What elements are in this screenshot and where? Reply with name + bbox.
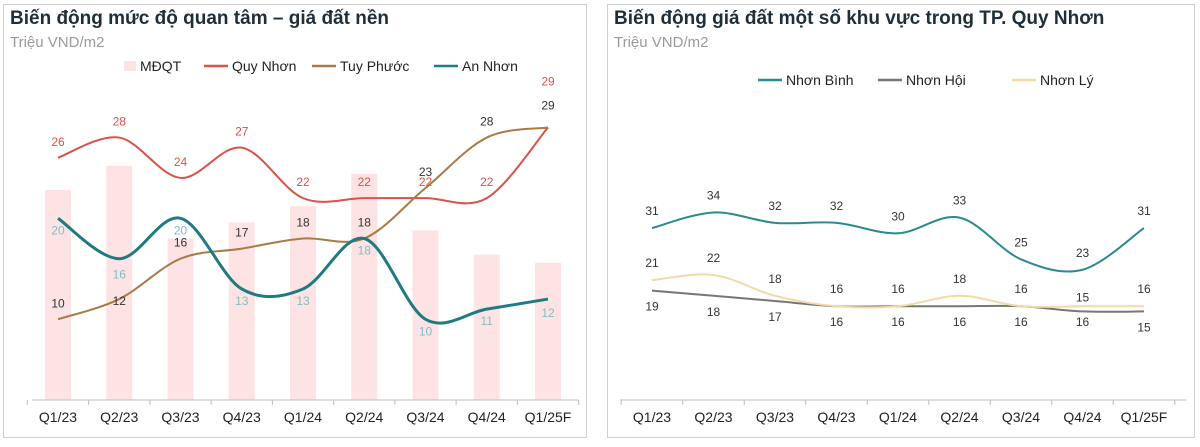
data-label: 24 <box>174 155 188 169</box>
chart-panel-interest-price: Biến động mức độ quan tâm – giá đất nền … <box>3 4 587 438</box>
data-label: 17 <box>768 310 782 324</box>
data-label: 12 <box>541 306 555 320</box>
data-label: 27 <box>235 125 249 139</box>
legend-label: MĐQT <box>140 58 182 74</box>
bar-mdqt-q2-23 <box>106 166 132 400</box>
chart-panel-area-prices: Biến động giá đất một số khu vực trong T… <box>607 4 1195 438</box>
data-label: 18 <box>707 305 721 319</box>
data-label: 28 <box>113 115 127 129</box>
data-label: 28 <box>480 115 494 129</box>
data-label: 16 <box>1137 282 1151 296</box>
bar-mdqt-q2-24 <box>351 174 377 400</box>
data-label: 19 <box>645 300 659 314</box>
x-tick-label: Q3/24 <box>1002 409 1040 425</box>
data-label: 21 <box>645 256 659 270</box>
data-label: 15 <box>1137 320 1151 334</box>
data-label: 22 <box>296 175 310 189</box>
bar-mdqt-q3-24 <box>413 230 439 400</box>
data-label: 31 <box>1137 204 1151 218</box>
data-label: 25 <box>1014 235 1028 249</box>
data-label: 18 <box>358 244 372 258</box>
interest-price-chart: Q1/23 Q2/23 Q3/23 Q4/23 Q1/24 Q2/24 Q3/24 Q4/24… <box>4 5 588 439</box>
data-label: 22 <box>707 251 721 265</box>
data-label: 18 <box>296 216 310 230</box>
data-label: 32 <box>768 199 782 213</box>
x-tick-label: Q1/24 <box>879 409 917 425</box>
legend-label: Quy Nhơn <box>232 58 296 74</box>
legend-label: Nhơn Hội <box>906 72 966 88</box>
x-tick-label: Q4/24 <box>468 409 506 425</box>
x-tick-label: Q1/25F <box>525 409 572 425</box>
data-label: 16 <box>891 282 905 296</box>
data-label: 11 <box>481 314 494 328</box>
x-tick-label: Q1/23 <box>39 409 77 425</box>
x-tick-label: Q2/24 <box>345 409 383 425</box>
data-label: 10 <box>51 296 65 310</box>
data-label: 16 <box>891 315 905 329</box>
data-label: 22 <box>358 175 372 189</box>
data-label: 23 <box>1076 246 1090 260</box>
data-label: 29 <box>541 98 555 112</box>
data-label: 18 <box>768 272 782 286</box>
data-label: 18 <box>953 272 967 286</box>
legend-swatch-mdqt <box>124 61 136 71</box>
data-label: 34 <box>707 188 721 202</box>
x-tick-label: Q3/23 <box>756 409 794 425</box>
data-label: 33 <box>953 194 967 208</box>
data-label: 23 <box>419 165 433 179</box>
data-label: 16 <box>113 268 127 282</box>
legend-label: Nhơn Lý <box>1040 72 1094 88</box>
data-label: 16 <box>1076 315 1090 329</box>
x-tick-label: Q3/24 <box>406 409 444 425</box>
data-label: 30 <box>891 209 905 223</box>
data-label: 16 <box>1014 315 1028 329</box>
data-label: 13 <box>235 294 249 308</box>
bar-mdqt-q1-25f <box>535 263 561 400</box>
x-tick-label: Q4/23 <box>223 409 261 425</box>
data-label: 16 <box>830 282 844 296</box>
legend-label: Nhơn Bình <box>786 72 854 88</box>
x-tick-label: Q2/23 <box>694 409 732 425</box>
data-label: 15 <box>1076 290 1090 304</box>
x-tick-label: Q2/24 <box>940 409 978 425</box>
bar-mdqt-q1-23 <box>45 190 71 400</box>
data-label: 20 <box>51 223 65 237</box>
area-price-chart: Q1/23 Q2/23 Q3/23 Q4/23 Q1/24 Q2/24 Q3/24 Q4/24… <box>608 5 1196 439</box>
data-label: 18 <box>358 216 372 230</box>
legend-label: Tuy Phước <box>340 58 409 74</box>
data-label: 16 <box>830 315 844 329</box>
data-label: 16 <box>953 315 967 329</box>
data-label: 20 <box>174 223 188 237</box>
data-label: 16 <box>1014 282 1028 296</box>
data-label: 31 <box>645 204 659 218</box>
data-label: 10 <box>419 324 433 338</box>
data-label: 26 <box>51 135 65 149</box>
data-label: 12 <box>113 294 127 308</box>
data-label: 16 <box>174 236 188 250</box>
x-tick-label: Q1/24 <box>284 409 322 425</box>
x-tick-label: Q4/23 <box>817 409 855 425</box>
x-tick-label: Q2/23 <box>100 409 138 425</box>
data-label: 29 <box>541 74 555 88</box>
data-label: 13 <box>296 294 310 308</box>
x-tick-label: Q1/25F <box>1121 409 1168 425</box>
x-tick-label: Q1/23 <box>633 409 671 425</box>
data-label: 32 <box>830 199 844 213</box>
data-label: 17 <box>235 226 249 240</box>
legend-label: An Nhơn <box>462 58 518 74</box>
data-label: 22 <box>480 175 494 189</box>
x-tick-label: Q4/24 <box>1063 409 1101 425</box>
x-tick-label: Q3/23 <box>161 409 199 425</box>
